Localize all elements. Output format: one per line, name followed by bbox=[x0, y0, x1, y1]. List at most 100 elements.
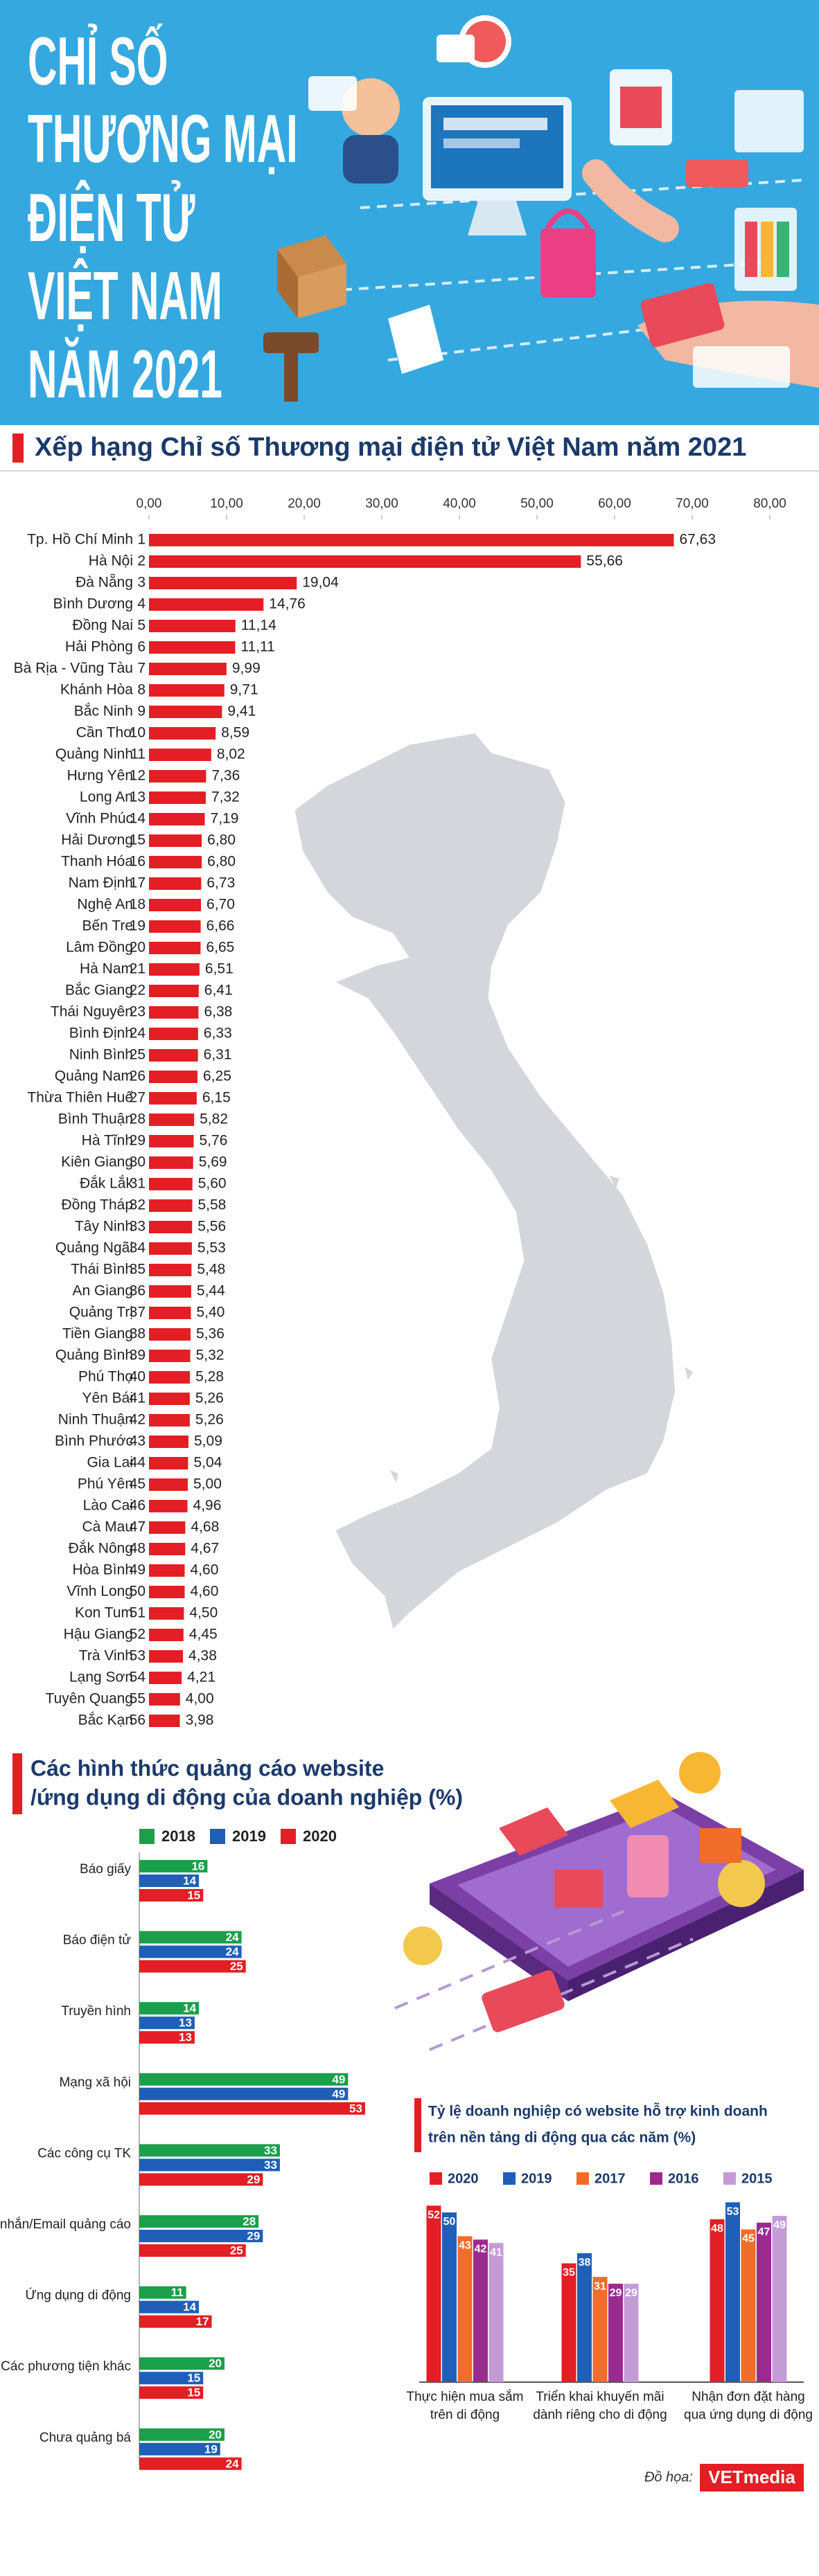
legend-swatch bbox=[503, 2172, 516, 2185]
bar bbox=[139, 1931, 242, 1944]
brand-box bbox=[700, 2464, 804, 2492]
value-label: 6,66 bbox=[206, 918, 235, 934]
bar bbox=[149, 1071, 197, 1083]
value-label: 6,73 bbox=[206, 875, 235, 891]
bar bbox=[741, 2229, 756, 2382]
bar bbox=[149, 963, 200, 976]
category-label: An Giang bbox=[72, 1283, 133, 1299]
category-label: Quảng Bình bbox=[55, 1348, 133, 1363]
value-label: 25 bbox=[230, 2244, 243, 2257]
rank-label: 56 bbox=[130, 1712, 146, 1728]
value-label: 5,56 bbox=[197, 1219, 226, 1235]
rank-label: 35 bbox=[130, 1262, 146, 1278]
rank-label: 32 bbox=[130, 1197, 146, 1213]
rank-label: 43 bbox=[130, 1433, 146, 1449]
category-label: Tây Ninh bbox=[75, 1219, 133, 1235]
value-label: 6,65 bbox=[206, 940, 234, 956]
section-title: Xếp hạng Chỉ số Thương mại điện tử Việt … bbox=[35, 433, 746, 462]
x-tick-label: 80,00 bbox=[753, 497, 786, 511]
category-label: Truyền hình bbox=[61, 2004, 131, 2019]
bar bbox=[608, 2283, 623, 2382]
bar bbox=[139, 2357, 224, 2370]
value-label: 6,80 bbox=[207, 832, 236, 848]
value-label: 14 bbox=[183, 1874, 196, 1887]
value-label: 47 bbox=[758, 2226, 770, 2238]
category-label: Đồng Nai bbox=[72, 618, 133, 634]
category-label: Nghệ An bbox=[77, 897, 133, 913]
value-label: 6,33 bbox=[204, 1026, 232, 1041]
category-label: Lào Cai bbox=[83, 1498, 133, 1514]
phone-illustration bbox=[394, 1752, 804, 2051]
category-label: Tin nhắn/Email quảng cáo bbox=[0, 2217, 131, 2232]
value-label: 28 bbox=[243, 2215, 256, 2228]
category-label: Triển khai khuyến mãi bbox=[536, 2390, 664, 2404]
value-label: 13 bbox=[179, 2016, 192, 2030]
x-tick-label: 60,00 bbox=[598, 497, 631, 511]
bar bbox=[149, 1650, 184, 1663]
category-label: Bắc Giang bbox=[65, 983, 133, 999]
bar bbox=[139, 2002, 200, 2015]
value-label: 5,40 bbox=[196, 1305, 224, 1321]
section-accent bbox=[414, 2098, 421, 2152]
rank-label: 26 bbox=[130, 1068, 146, 1084]
value-label: 49 bbox=[332, 2087, 345, 2100]
bar bbox=[149, 791, 206, 804]
rank-label: 15 bbox=[130, 832, 146, 848]
header-illustration bbox=[263, 15, 819, 402]
value-label: 6,41 bbox=[204, 983, 233, 999]
section-accent bbox=[12, 433, 24, 463]
value-label: 24 bbox=[226, 2457, 239, 2470]
bar bbox=[149, 1350, 191, 1362]
value-label: 5,69 bbox=[199, 1154, 227, 1170]
value-label: 11,14 bbox=[241, 618, 276, 634]
bar bbox=[149, 985, 199, 997]
value-label: 5,28 bbox=[195, 1369, 224, 1385]
value-label: 19,04 bbox=[302, 575, 339, 591]
x-tick-label: 0,00 bbox=[136, 497, 162, 511]
bar bbox=[149, 1457, 188, 1469]
bar bbox=[149, 555, 581, 568]
rank-label: 1 bbox=[137, 532, 146, 548]
rank-label: 41 bbox=[130, 1390, 146, 1406]
category-label: Vĩnh Long bbox=[67, 1584, 133, 1600]
legend-swatch bbox=[723, 2172, 736, 2185]
bar bbox=[149, 1307, 191, 1319]
legend-swatch bbox=[210, 1829, 225, 1844]
legend-label: 2017 bbox=[595, 2171, 626, 2186]
value-label: 5,48 bbox=[197, 1262, 225, 1278]
category-label: Đắk Lắk bbox=[80, 1176, 134, 1192]
vietnam-map bbox=[294, 733, 693, 1629]
legend-swatch bbox=[139, 1829, 155, 1844]
value-label: 5,53 bbox=[197, 1240, 226, 1256]
value-label: 4,60 bbox=[191, 1562, 219, 1578]
value-label: 29 bbox=[610, 2287, 622, 2299]
rank-label: 6 bbox=[137, 639, 146, 655]
category-label: Hòa Bình bbox=[72, 1562, 133, 1578]
bar bbox=[473, 2239, 488, 2382]
category-label: Thanh Hóa bbox=[61, 854, 133, 870]
legend-label: 2015 bbox=[741, 2171, 773, 2186]
value-label: 31 bbox=[594, 2280, 606, 2292]
value-label: 5,26 bbox=[195, 1390, 224, 1406]
category-label: Bình Định bbox=[69, 1026, 133, 1041]
value-label: 4,21 bbox=[187, 1670, 215, 1685]
bar bbox=[149, 1328, 191, 1341]
value-label: 5,26 bbox=[195, 1412, 224, 1428]
category-label: Yên Bái bbox=[82, 1390, 133, 1406]
category-label: Ninh Thuận bbox=[58, 1412, 133, 1428]
category-label: Chưa quảng bá bbox=[39, 2431, 132, 2445]
category-label: Tuyên Quang bbox=[46, 1691, 133, 1707]
category-label: Cà Mau bbox=[82, 1519, 133, 1535]
bar bbox=[149, 1285, 191, 1298]
x-tick-label: 20,00 bbox=[288, 497, 321, 511]
rank-label: 40 bbox=[130, 1369, 146, 1385]
bar bbox=[139, 2428, 224, 2441]
bar bbox=[139, 2286, 186, 2299]
bar bbox=[457, 2236, 473, 2382]
bar bbox=[139, 2073, 349, 2086]
value-label: 4,38 bbox=[188, 1648, 217, 1664]
category-label: Tiền Giang bbox=[62, 1326, 133, 1342]
rank-label: 11 bbox=[130, 746, 146, 762]
